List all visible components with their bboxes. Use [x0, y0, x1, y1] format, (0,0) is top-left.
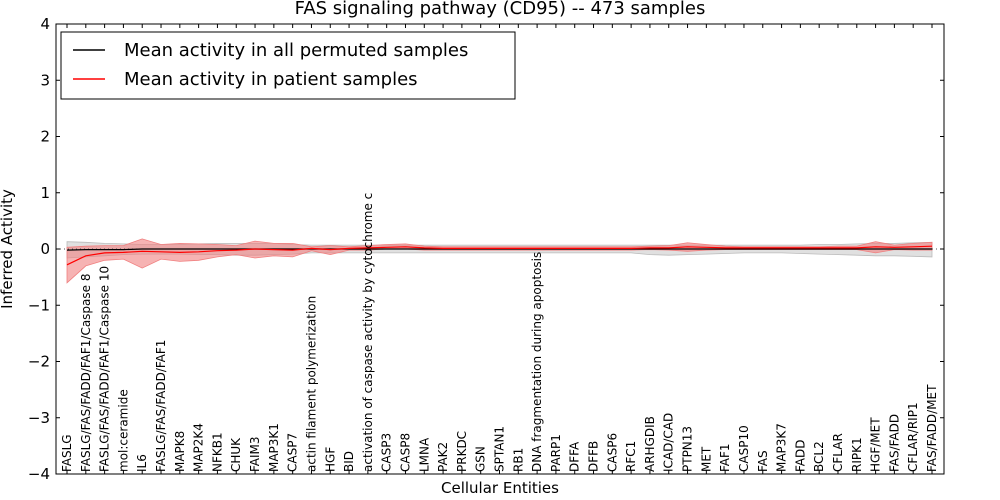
x-tick-label: FASLG/FAS/FADD/FAF1	[154, 340, 168, 472]
x-tick-label: actin filament polymerization	[305, 296, 319, 472]
x-tick-label: ARHGDIB	[643, 416, 657, 472]
x-tick-label: BID	[342, 451, 356, 472]
y-tick-label: −1	[28, 296, 50, 314]
x-tick-label: DFFA	[568, 441, 582, 472]
x-tick-label: FAS/FADD	[887, 414, 901, 472]
x-tick-label: activation of caspase activity by cytoch…	[361, 193, 375, 472]
x-tick-label: RFC1	[624, 441, 638, 472]
x-tick-label: HGF/MET	[869, 417, 883, 472]
y-tick-label: −4	[28, 465, 50, 483]
x-tick-label: PAK2	[436, 442, 450, 472]
x-tick-label: SPTAN1	[493, 426, 507, 472]
x-tick-label: DFFB	[587, 441, 601, 472]
x-tick-label: PARP1	[549, 434, 563, 472]
x-tick-label: FASLG/FAS/FADD/FAF1/Caspase 10	[98, 266, 112, 472]
y-tick-label: 0	[40, 240, 50, 258]
x-tick-label: HGF	[323, 447, 337, 472]
x-tick-label: FASLG/FAS/FADD/FAF1/Caspase 8	[79, 274, 93, 473]
series-line-patient	[66, 245, 933, 266]
x-tick-label: FADD	[793, 440, 807, 473]
x-tick-label: MET	[699, 446, 713, 472]
x-tick-label: FAS	[756, 450, 770, 472]
x-tick-label: IL6	[135, 454, 149, 472]
x-tick-label: FAIM3	[248, 436, 262, 472]
x-axis-label: Cellular Entities	[441, 479, 559, 497]
x-tick-label: NFKB1	[210, 432, 224, 472]
y-tick-label: −3	[28, 409, 50, 427]
x-tick-label: CASP8	[399, 433, 413, 472]
x-tick-label: RIPK1	[850, 437, 864, 472]
x-tick-label: CFLAR	[831, 433, 845, 472]
x-tick-label: CHUK	[229, 437, 243, 472]
x-tick-label: MAP3K7	[775, 423, 789, 472]
x-tick-label: CASP10	[737, 425, 751, 472]
legend-label-permuted: Mean activity in all permuted samples	[124, 40, 468, 61]
y-axis-label: Inferred Activity	[0, 189, 16, 309]
x-tick-label: BCL2	[812, 441, 826, 472]
x-tick-label: FASLG	[60, 434, 74, 472]
x-tick-label: GSN	[474, 446, 488, 472]
x-tick-label: MAP3K1	[267, 423, 281, 472]
x-tick-label: CASP7	[286, 433, 300, 472]
y-tick-label: 3	[40, 71, 50, 89]
chart-title: FAS signaling pathway (CD95) -- 473 samp…	[295, 0, 706, 19]
y-tick-label: 4	[40, 15, 50, 33]
x-tick-label: FAF1	[718, 443, 732, 472]
x-tick-label: PTPN13	[681, 426, 695, 472]
y-tick-label: 2	[40, 128, 50, 146]
x-tick-label: RB1	[511, 448, 525, 472]
x-tick-label: CASP3	[380, 433, 394, 472]
x-tick-label: FAS/FADD/MET	[925, 384, 939, 472]
legend: Mean activity in all permuted samples Me…	[60, 31, 516, 100]
x-tick-label: LMNA	[417, 437, 431, 472]
legend-label-patient: Mean activity in patient samples	[124, 69, 418, 90]
x-tick-label: MAP2K4	[192, 423, 206, 472]
legend-box	[60, 31, 516, 100]
y-tick-label: −2	[28, 353, 50, 371]
x-tick-label: mol:ceramide	[116, 389, 130, 472]
x-tick-label: CFLAR/RIP1	[906, 402, 920, 472]
x-tick-label: MAPK8	[173, 431, 187, 472]
x-tick-label: DNA fragmentation during apoptosis	[530, 252, 544, 472]
x-tick-label: CASP6	[605, 433, 619, 472]
x-tick-label: ICAD/CAD	[662, 413, 676, 472]
x-tick-label: PRKDC	[455, 431, 469, 472]
y-tick-label: 1	[40, 184, 50, 202]
